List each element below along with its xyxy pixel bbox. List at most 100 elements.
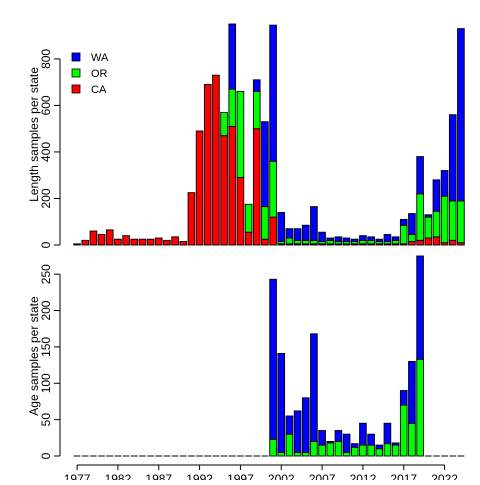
- bar-wa-2024: [457, 28, 465, 202]
- bar-or-2018: [408, 422, 416, 457]
- bar-ca-2023: [448, 239, 457, 246]
- bar-wa-2012: [359, 235, 367, 241]
- legend-swatch-or: [71, 68, 81, 78]
- y-tick-label-0: 0: [39, 241, 53, 248]
- bar-or-1995: [220, 111, 228, 137]
- bar-wa-2007: [318, 430, 326, 446]
- bar-ca-2020: [424, 237, 433, 246]
- bar-wa-2017: [399, 390, 408, 406]
- bar-ca-2001: [269, 216, 277, 246]
- bar-wa-2011: [350, 443, 359, 448]
- bar-wa-2015: [383, 234, 392, 242]
- bar-ca-1986: [146, 238, 155, 246]
- bar-ca-1992: [195, 130, 204, 246]
- bar-ca-1979: [89, 230, 98, 246]
- panel-2: 0 50 100 150 200 250 Age samples per state 1977…: [27, 255, 465, 485]
- bar-ca-1983: [122, 235, 130, 246]
- x-tick-label-1997: 1997: [227, 472, 254, 480]
- bar-wa-2005: [301, 224, 310, 241]
- bar-wa-2020: [424, 214, 433, 218]
- bar-wa-2007: [318, 231, 326, 242]
- bar-wa-2018: [408, 213, 416, 235]
- bar-or-2016: [391, 239, 400, 245]
- legend-swatch-wa: [71, 52, 81, 62]
- bar-or-2017: [399, 224, 408, 245]
- bar-or-2019: [416, 358, 424, 457]
- x-tick-label-1982: 1982: [105, 472, 132, 480]
- x-tick-label-1992: 1992: [186, 472, 213, 480]
- bar-wa-2022: [440, 170, 449, 197]
- bar-wa-2010: [342, 433, 351, 453]
- bar-or-2014: [375, 448, 384, 457]
- bar-ca-2018: [408, 241, 416, 246]
- bar-or-2004: [293, 451, 302, 457]
- bar-or-2011: [350, 446, 359, 457]
- bar-wa-2004: [293, 228, 302, 241]
- bar-or-2017: [399, 404, 408, 457]
- bar-wa-2023: [448, 114, 457, 202]
- y-tick-label-0: 0: [39, 452, 53, 459]
- legend-label-wa: WA: [91, 52, 109, 64]
- bar-ca-1985: [138, 238, 147, 246]
- bar-ca-1991: [187, 192, 196, 246]
- bar-ca-1987: [154, 237, 163, 246]
- bar-wa-2016: [391, 236, 400, 241]
- bar-wa-2003: [285, 228, 294, 239]
- bar-ca-1978: [81, 239, 90, 246]
- bar-ca-2019: [416, 239, 424, 246]
- bar-wa-2002: [277, 353, 286, 453]
- bar-or-2016: [391, 444, 400, 457]
- legend-label-or: OR: [91, 68, 108, 80]
- y-tick-label-50: 50: [39, 413, 53, 427]
- bar-wa-2011: [350, 238, 359, 242]
- bar-wa-2004: [293, 410, 302, 453]
- bar-wa-2006: [310, 206, 318, 241]
- bar-or-2023: [448, 200, 457, 241]
- bar-or-2018: [408, 234, 416, 242]
- bar-wa-2008: [326, 441, 335, 444]
- bar-ca-2000: [261, 238, 269, 246]
- bar-or-2005: [301, 239, 310, 245]
- y-tick-label-200: 200: [39, 300, 53, 320]
- y-tick-label-100: 100: [39, 373, 53, 393]
- x-tick-label-2022: 2022: [431, 472, 458, 480]
- bar-ca-1996: [228, 125, 237, 246]
- legend-swatch-ca: [71, 84, 81, 94]
- bar-ca-1984: [130, 238, 139, 246]
- x-tick-label-1987: 1987: [145, 472, 172, 480]
- bar-wa-2015: [383, 422, 392, 445]
- bar-wa-2013: [367, 433, 375, 446]
- bar-wa-2006: [310, 333, 318, 442]
- bar-wa-2001: [269, 24, 277, 162]
- bar-wa-2019: [416, 255, 424, 360]
- bar-or-1996: [228, 88, 237, 127]
- y-axis-2: 0 50 100 150 200 250 Age samples per state: [27, 264, 61, 459]
- bar-wa-2009: [334, 236, 343, 242]
- bar-or-2021: [432, 210, 441, 238]
- bar-or-2006: [310, 441, 318, 457]
- bar-or-2020: [424, 216, 433, 239]
- bar-ca-1997: [236, 177, 245, 246]
- bar-or-1997: [236, 91, 245, 178]
- x-axis: 1977 1982 1987 1992 1997 2002 2007 2012 2017 2022: [64, 464, 458, 485]
- bar-ca-1993: [203, 84, 212, 246]
- bar-or-2005: [301, 451, 310, 457]
- bar-ca-1999: [252, 128, 261, 246]
- bar-or-2022: [440, 195, 449, 244]
- bar-or-2001: [269, 160, 277, 218]
- bar-wa-2014: [375, 238, 384, 242]
- bar-ca-1989: [171, 236, 179, 246]
- x-tick-label-2002: 2002: [268, 472, 295, 480]
- bar-wa-2014: [375, 444, 384, 450]
- bar-wa-2001: [269, 278, 277, 440]
- bar-wa-2008: [326, 237, 335, 241]
- bar-ca-1981: [105, 229, 114, 246]
- y-tick-label-250: 250: [39, 264, 53, 284]
- bar-or-2015: [383, 443, 392, 457]
- y-tick-label-200: 200: [39, 188, 53, 208]
- bar-wa-2000: [261, 121, 269, 208]
- bar-wa-2003: [285, 415, 294, 435]
- bar-ca-1988: [163, 239, 171, 246]
- bar-wa-2018: [408, 361, 416, 424]
